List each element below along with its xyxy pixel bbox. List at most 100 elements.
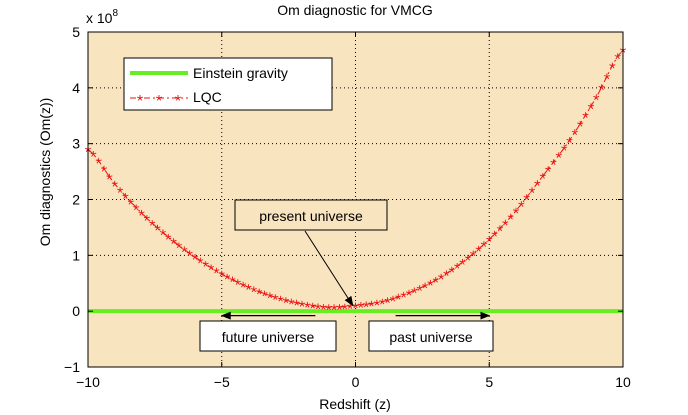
lqc-marker [352,302,359,309]
lqc-marker [454,262,461,269]
y-tick-label: 1 [72,247,80,263]
x-tick-label: 10 [615,374,631,390]
lqc-marker [427,279,434,286]
annotations-group: present universe future universe past univ… [199,199,494,352]
lqc-marker [518,201,525,207]
lqc-marker [298,300,306,307]
lqc-marker [438,273,445,280]
lqc-marker [256,288,263,295]
x-axis-label: Redshift (z) [319,396,391,412]
lqc-marker [202,261,209,267]
legend-box [123,57,333,111]
lqc-marker [133,204,140,211]
lqc-marker [245,284,252,290]
lqc-marker [149,220,156,226]
lqc-marker [582,112,589,118]
lqc-marker [534,180,541,186]
lqc-marker [593,94,600,101]
lqc-marker [197,257,204,264]
lqc-marker [411,287,418,294]
present-universe-label: present universe [259,208,363,224]
lqc-marker [614,53,621,60]
series-group [84,46,627,314]
lqc-marker [507,213,514,220]
lqc-marker [384,297,391,303]
lqc-marker [186,250,193,256]
lqc-marker [422,282,429,289]
y-tick-label: 4 [72,80,80,96]
lqc-marker [389,295,396,302]
lqc-marker [432,276,439,283]
lqc-marker [464,254,471,261]
lqc-marker [90,150,97,157]
lqc-marker [529,187,536,193]
lqc-marker [512,207,520,214]
lqc-marker [475,245,482,252]
lqc-marker [379,298,386,305]
past-universe-box [368,320,494,352]
lqc-marker [480,241,487,247]
lqc-marker [138,209,145,216]
legend-marker-lqc [136,95,144,101]
lqc-marker [320,304,327,310]
lqc-marker [566,137,573,143]
lqc-marker [111,180,118,187]
lqc-marker [523,194,530,200]
y-tick-label: −1 [64,359,80,375]
y-axis-label: Om diagnostics (Om(z)) [37,98,53,247]
lqc-marker [539,173,546,179]
chart-title: Om diagnostic for VMCG [277,2,433,18]
lqc-marker [282,297,289,303]
lqc-marker [550,159,557,165]
legend-marker-lqc [174,95,182,101]
lqc-marker [272,294,279,300]
lqc-marker [571,129,578,135]
lqc-marker [250,286,257,293]
lqc-marker [159,229,166,236]
lqc-marker [208,264,215,271]
lqc-marker [502,219,509,226]
lqc-marker [293,299,300,306]
lqc-marker [336,304,343,310]
lqc-marker [577,120,584,127]
lqc-marker [496,225,503,232]
lqc-marker [325,304,332,310]
lqc-marker [470,250,477,257]
lqc-marker [240,281,247,288]
x-tick-label: −10 [76,374,100,390]
lqc-marker [555,152,562,158]
lqc-marker [234,279,241,285]
lqc-marker [191,254,199,260]
lqc-marker [448,266,455,273]
lqc-marker [261,290,268,297]
y-tick-label: 0 [72,303,80,319]
lqc-marker [288,298,295,305]
legend-markers-lqc [136,95,182,101]
lqc-marker [165,233,172,240]
lqc-marker [229,276,236,283]
lqc-marker [122,193,129,199]
lqc-marker [443,270,450,277]
lqc-marker [395,293,402,300]
lqc-marker [416,285,423,291]
lqc-marker [175,242,182,249]
lqc-marker [218,270,225,277]
future-universe-box [199,320,337,352]
lqc-marker [486,236,493,242]
lqc-marker [181,246,188,253]
lqc-marker [277,295,284,302]
lqc-marker [106,173,113,180]
lqc-marker [363,301,370,308]
lqc-marker [459,259,466,265]
lqc-marker [373,299,380,306]
x-tick-label: 0 [352,374,360,390]
legend-label-einstein: Einstein gravity [193,65,288,81]
x-tick-label: 5 [485,374,493,390]
lqc-marker [491,230,498,237]
lqc-marker [154,224,161,231]
lqc-marker [545,166,552,172]
lqc-marker [224,273,231,280]
lqc-marker [95,157,102,164]
